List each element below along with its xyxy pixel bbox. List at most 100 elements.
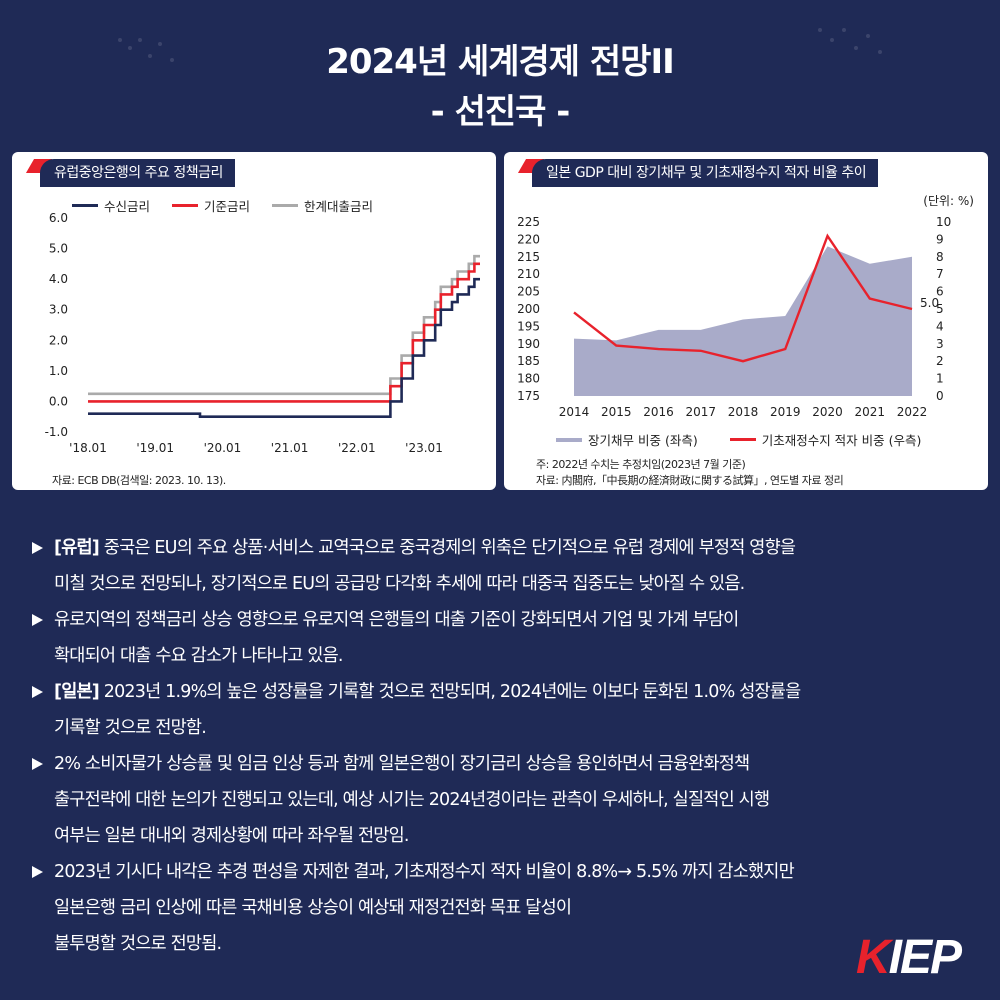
legend: 수신금리 기준금리 한계대출금리 xyxy=(72,196,373,215)
bullet-item: [일본] 2023년 1.9%의 높은 성장률을 기록할 것으로 전망되며, 2… xyxy=(32,674,982,746)
rate-line xyxy=(88,262,480,403)
world-map-background xyxy=(118,28,882,62)
triangle-bullet-icon xyxy=(32,686,43,698)
bullet-text: 불투명할 것으로 전망됨. xyxy=(54,934,222,954)
bullet-item: 2023년 기시다 내각은 추경 편성을 자제한 결과, 기초재정수지 적자 비… xyxy=(32,854,982,962)
right-y-tick-label: 7 xyxy=(936,267,944,281)
bullet-item: 유로지역의 정책금리 상승 영향으로 유로지역 은행들의 대출 기준이 강화되면… xyxy=(32,602,982,674)
legend-swatch-marginal xyxy=(272,204,299,207)
left-y-tick-label: 220 xyxy=(517,232,540,246)
bullet-tag: [유럽] xyxy=(54,538,100,558)
legend-label: 장기채무 비중 (좌측) xyxy=(588,433,698,448)
logo-k: K xyxy=(856,931,891,984)
bullet-text: 2023년 기시다 내각은 추경 편성을 자제한 결과, 기초재정수지 적자 비… xyxy=(54,862,795,882)
y-tick-label: 6.0 xyxy=(49,211,68,225)
x-tick-label: '22.01 xyxy=(338,441,376,455)
source-note: 자료: 内閣府,「中長期の経済財政に関する試算」, 연도별 자료 정리 xyxy=(536,474,844,487)
y-tick-label: 3.0 xyxy=(49,303,68,317)
left-y-tick-label: 225 xyxy=(517,215,540,229)
kiep-logo: KIEP xyxy=(856,930,962,985)
left-y-tick-label: 195 xyxy=(517,319,540,333)
legend-swatch-deficit xyxy=(729,438,756,441)
left-y-tick-label: 180 xyxy=(517,372,540,386)
right-y-tick-label: 10 xyxy=(936,215,951,229)
right-y-tick-label: 9 xyxy=(936,232,944,246)
bullet-text: 중국은 EU의 주요 상품·서비스 교역국으로 중국경제의 위축은 단기적으로 … xyxy=(99,538,796,558)
x-tick-label: 2016 xyxy=(643,405,674,419)
debt-area xyxy=(574,246,912,396)
chart-title: 일본 GDP 대비 장기채무 및 기초재정수지 적자 비율 추이 xyxy=(532,159,879,187)
legend-swatch-deposit xyxy=(72,204,98,207)
left-y-tick-label: 185 xyxy=(517,354,540,368)
ecb-rates-panel: 유럽중앙은행의 주요 정책금리 수신금리 기준금리 한계대출금리 6.0 5.0 4… xyxy=(12,152,496,490)
x-tick-label: '18.01 xyxy=(69,441,107,455)
legend: 장기채무 비중 (좌측) 기초재정수지 적자 비중 (우측) xyxy=(556,430,921,449)
x-tick-label: '23.01 xyxy=(405,441,443,455)
page-subtitle: - 선진국 - xyxy=(430,92,571,132)
right-y-tick-label: 2 xyxy=(936,354,944,368)
right-y-tick-label: 6 xyxy=(936,285,944,299)
x-tick-label: 2018 xyxy=(728,405,759,419)
triangle-bullet-icon xyxy=(32,614,43,626)
y-tick-label: -1.0 xyxy=(45,425,68,439)
bullet-text: 확대되어 대출 수요 감소가 나타나고 있음. xyxy=(54,646,343,666)
japan-debt-panel: 일본 GDP 대비 장기채무 및 기초재정수지 적자 비율 추이 (단위: %)… xyxy=(504,152,988,490)
left-y-tick-label: 205 xyxy=(517,285,540,299)
x-tick-label: '20.01 xyxy=(204,441,242,455)
chart-title: 유럽중앙은행의 주요 정책금리 xyxy=(40,159,235,187)
legend-label: 기준금리 xyxy=(204,199,251,214)
legend-swatch-main xyxy=(172,204,199,207)
right-y-tick-label: 1 xyxy=(936,372,944,386)
bullet-text: 미칠 것으로 전망되나, 장기적으로 EU의 공급망 다각화 추세에 따라 대중… xyxy=(54,574,745,594)
rate-line xyxy=(88,254,480,396)
ecb-rate-chart: 6.0 5.0 4.0 3.0 2.0 1.0 0.0 -1.0'18.01 '19.01 '20… xyxy=(45,211,480,455)
logo-rest: IEP xyxy=(888,931,962,984)
bullet-item: 2% 소비자물가 상승률 및 임금 인상 등과 함께 일본은행이 장기금리 상승… xyxy=(32,746,982,854)
y-tick-label: 1.0 xyxy=(49,364,68,378)
bullet-text: 2023년 1.9%의 높은 성장률을 기록할 것으로 전망되며, 2024년에… xyxy=(99,682,801,702)
left-y-tick-label: 215 xyxy=(517,250,540,264)
triangle-bullet-icon xyxy=(32,866,43,878)
page-title: 2024년 세계경제 전망II xyxy=(326,42,675,82)
x-tick-label: 2014 xyxy=(559,405,590,419)
legend-label: 수신금리 xyxy=(104,199,151,214)
left-y-tick-label: 175 xyxy=(517,389,540,403)
y-tick-label: 2.0 xyxy=(49,333,68,347)
left-y-tick-label: 200 xyxy=(517,302,540,316)
x-tick-label: '19.01 xyxy=(136,441,174,455)
right-y-tick-label: 5 xyxy=(936,302,944,316)
deficit-line xyxy=(573,233,913,363)
triangle-bullet-icon xyxy=(32,542,43,554)
x-tick-label: 2021 xyxy=(854,405,885,419)
bullet-list: [유럽] 중국은 EU의 주요 상품·서비스 교역국으로 중국경제의 위축은 단… xyxy=(32,530,982,962)
bullet-text: 출구전략에 대한 논의가 진행되고 있는데, 예상 시기는 2024년경이라는 … xyxy=(54,790,770,810)
x-tick-label: 2022 xyxy=(897,405,928,419)
legend-label: 기초재정수지 적자 비중 (우측) xyxy=(761,433,922,448)
right-y-tick-label: 4 xyxy=(936,319,944,333)
bullet-item: [유럽] 중국은 EU의 주요 상품·서비스 교역국으로 중국경제의 위축은 단… xyxy=(32,530,982,602)
x-tick-label: 2015 xyxy=(601,405,632,419)
right-y-tick-label: 8 xyxy=(936,250,944,264)
bullet-text: 기록할 것으로 전망함. xyxy=(54,718,207,738)
unit-label: (단위: %) xyxy=(923,194,974,208)
x-tick-label: 2019 xyxy=(770,405,801,419)
bullet-text: 유로지역의 정책금리 상승 영향으로 유로지역 은행들의 대출 기준이 강화되면… xyxy=(54,610,739,630)
left-y-tick-label: 190 xyxy=(517,337,540,351)
y-tick-label: 4.0 xyxy=(49,272,68,286)
x-tick-label: '21.01 xyxy=(271,441,309,455)
legend-label: 한계대출금리 xyxy=(304,199,374,214)
right-y-tick-label: 0 xyxy=(936,389,944,403)
data-label: 5.0 xyxy=(920,296,939,310)
x-tick-label: 2020 xyxy=(812,405,843,419)
source-note: 자료: ECB DB(검색일: 2023. 10. 13). xyxy=(52,474,226,487)
y-tick-label: 5.0 xyxy=(49,242,68,256)
x-tick-label: 2017 xyxy=(685,405,716,419)
bullet-text: 여부는 일본 대내외 경제상황에 따라 좌우될 전망임. xyxy=(54,826,409,846)
chart-note: 주: 2022년 수치는 추정치임(2023년 7월 기준) xyxy=(536,458,746,471)
japan-debt-chart: 2252202152102052001951901851801751098765… xyxy=(517,215,951,419)
rate-line xyxy=(88,277,480,419)
left-y-tick-label: 210 xyxy=(517,267,540,281)
bullet-tag: [일본] xyxy=(54,682,100,702)
triangle-bullet-icon xyxy=(32,758,43,770)
right-y-tick-label: 3 xyxy=(936,337,944,351)
